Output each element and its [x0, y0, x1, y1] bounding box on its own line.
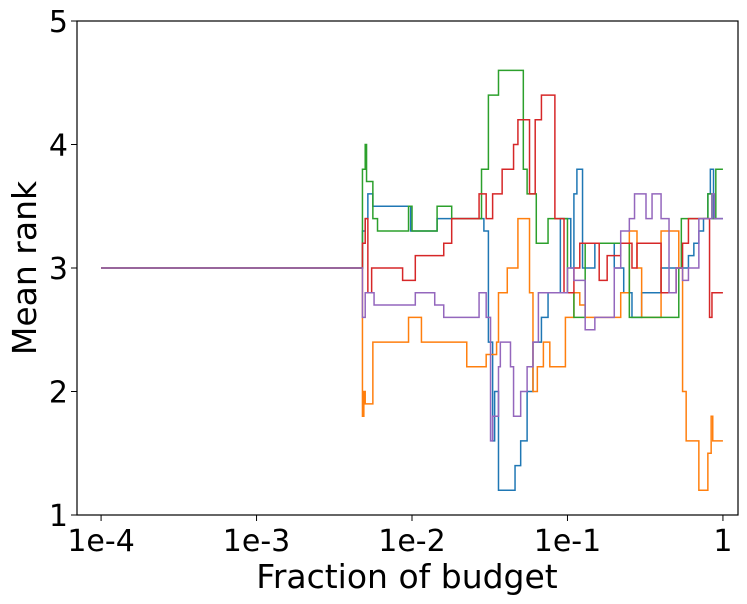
x-tick-label: 1e-4	[67, 524, 134, 559]
series-red-line	[101, 94, 723, 319]
x-axis: 1e-4 1e-3 1e-2 1e-1 1	[67, 515, 732, 559]
series-purple-line	[101, 193, 723, 442]
y-tick-label: 3	[49, 252, 68, 287]
x-tick-label: 1	[713, 524, 732, 559]
y-tick-label: 5	[49, 5, 68, 40]
y-axis-label: Mean rank	[5, 180, 44, 355]
y-tick-label: 1	[49, 499, 68, 534]
y-tick-label: 4	[49, 129, 68, 164]
x-axis-label: Fraction of budget	[256, 557, 558, 596]
x-tick-label: 1e-1	[534, 524, 601, 559]
y-axis: 1 2 3 4 5	[49, 5, 77, 534]
y-tick-label: 2	[49, 376, 68, 411]
x-tick-label: 1e-2	[378, 524, 445, 559]
x-tick-label: 1e-3	[223, 524, 290, 559]
series-layer	[101, 69, 723, 492]
